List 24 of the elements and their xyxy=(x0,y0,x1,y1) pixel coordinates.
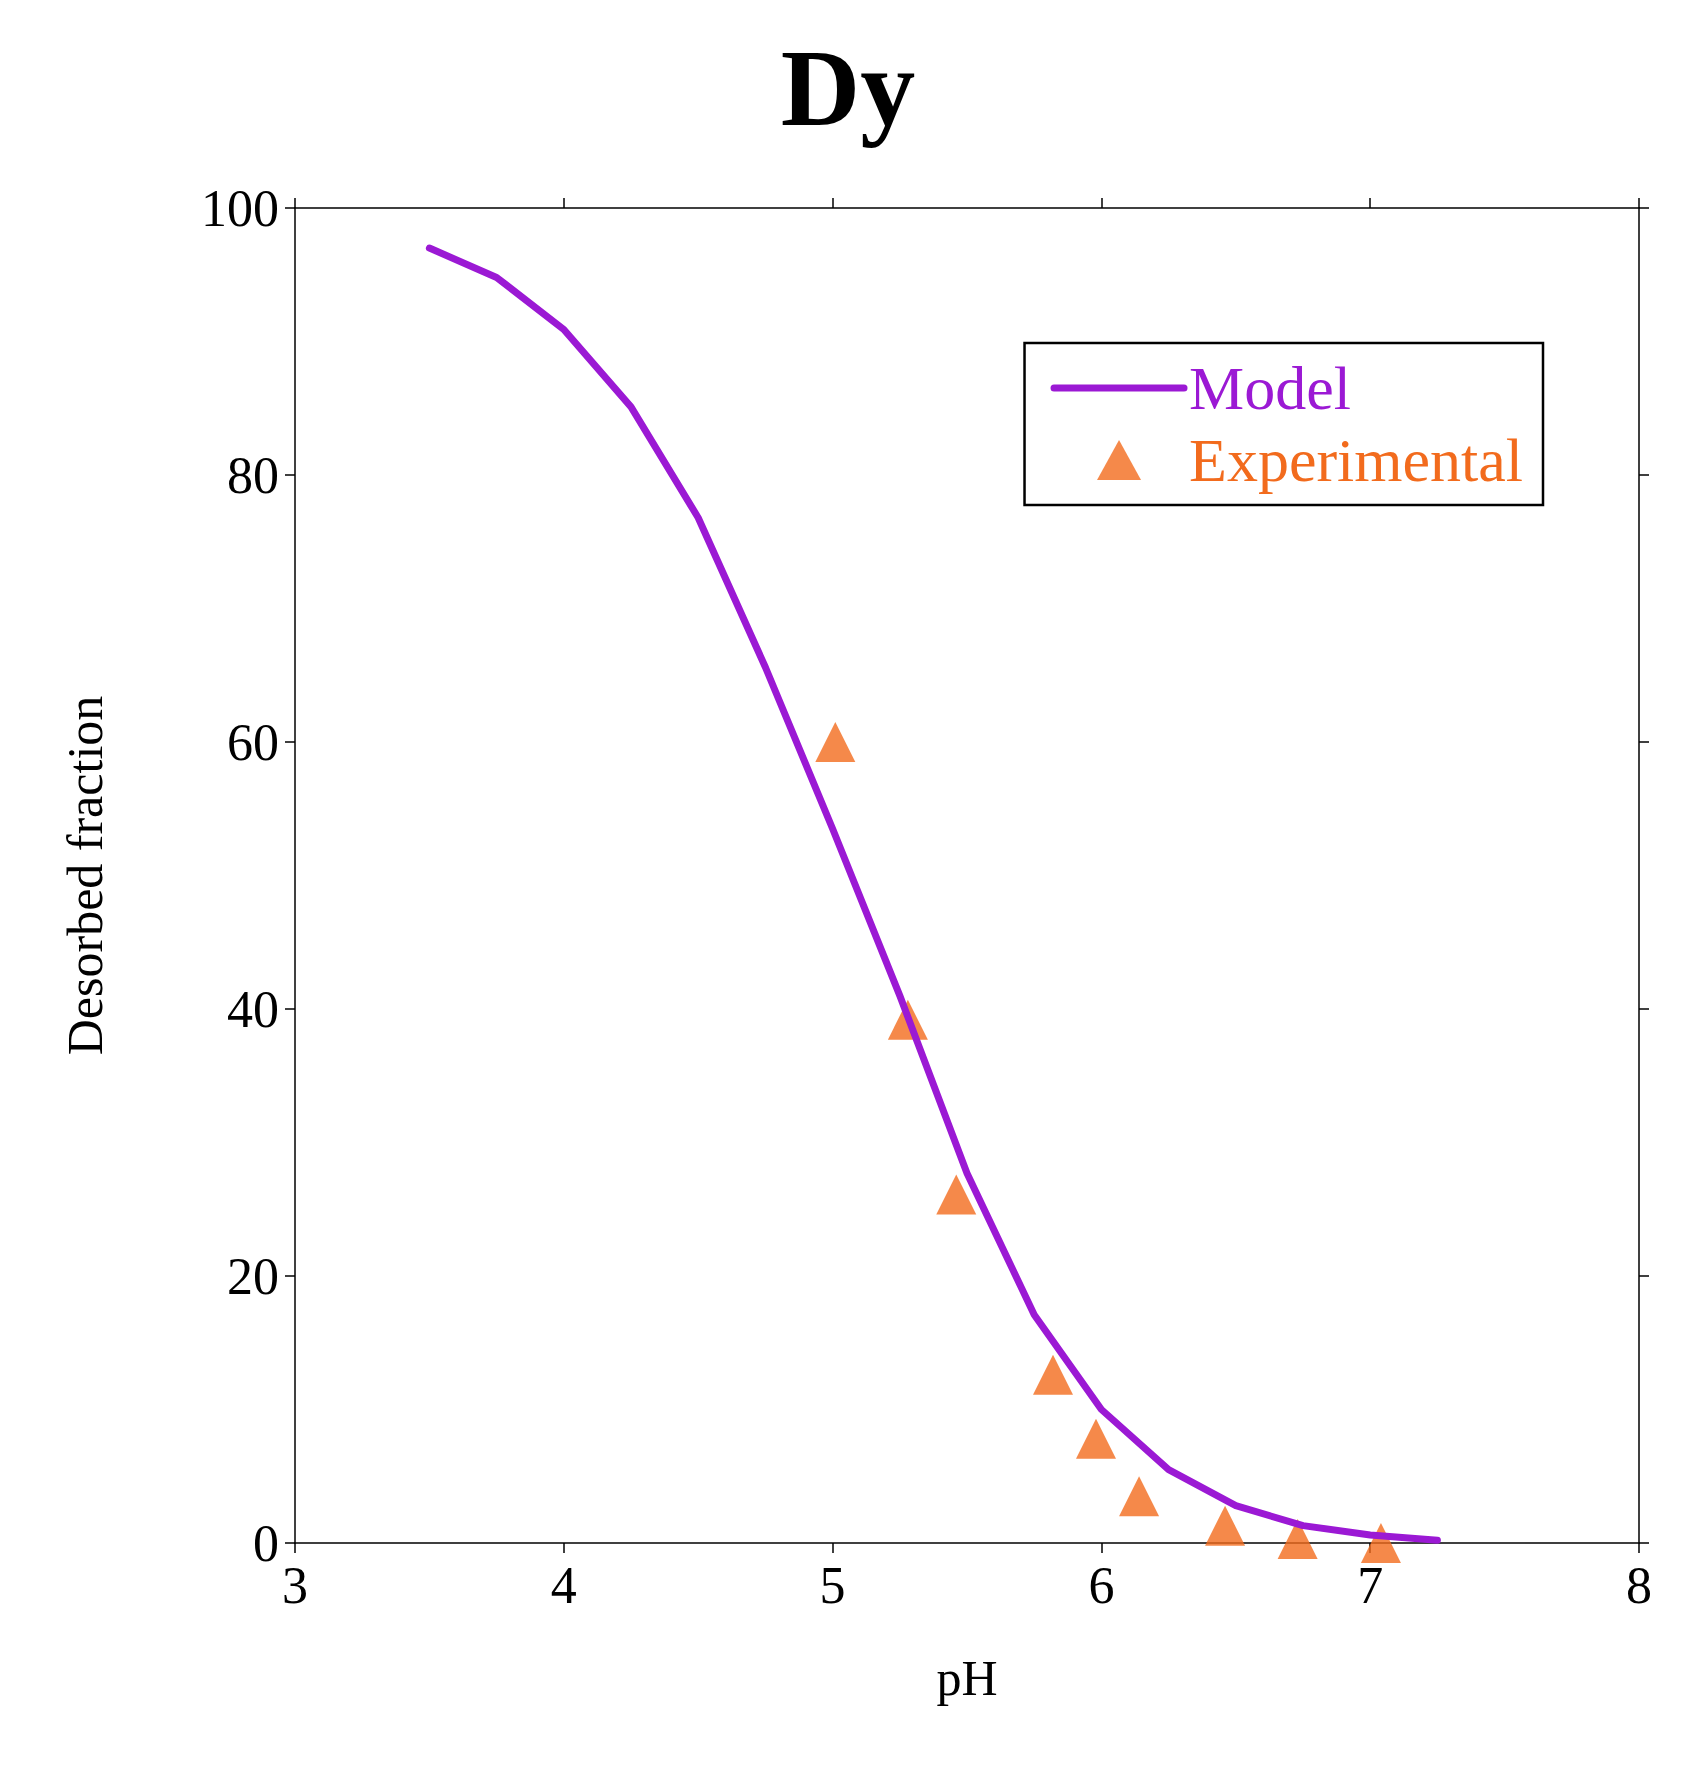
y-tick-label: 40 xyxy=(227,980,279,1038)
x-tick-label: 5 xyxy=(819,1556,846,1614)
chart-title: Dy xyxy=(780,27,916,149)
x-tick-label: 6 xyxy=(1088,1556,1115,1614)
legend-label: Model xyxy=(1189,354,1351,422)
y-tick-label: 0 xyxy=(253,1514,279,1572)
y-tick-label: 100 xyxy=(201,179,279,237)
point xyxy=(1205,1505,1246,1546)
point xyxy=(1076,1418,1117,1459)
x-tick-label: 8 xyxy=(1626,1556,1652,1614)
x-tick-label: 4 xyxy=(550,1556,577,1614)
legend-label: Experimental xyxy=(1189,426,1524,494)
y-tick-label: 80 xyxy=(227,446,279,504)
point xyxy=(1119,1476,1160,1517)
x-axis-title: pH xyxy=(936,1650,998,1706)
y-tick-label: 20 xyxy=(227,1247,279,1305)
point xyxy=(815,722,856,762)
y-axis-title: Desorbed fraction xyxy=(57,695,113,1056)
point xyxy=(936,1174,977,1215)
y-tick-label: 60 xyxy=(227,713,279,771)
x-tick-label: 7 xyxy=(1357,1556,1384,1614)
point xyxy=(1033,1354,1074,1395)
x-tick-label: 3 xyxy=(282,1556,308,1614)
point xyxy=(1277,1518,1318,1559)
